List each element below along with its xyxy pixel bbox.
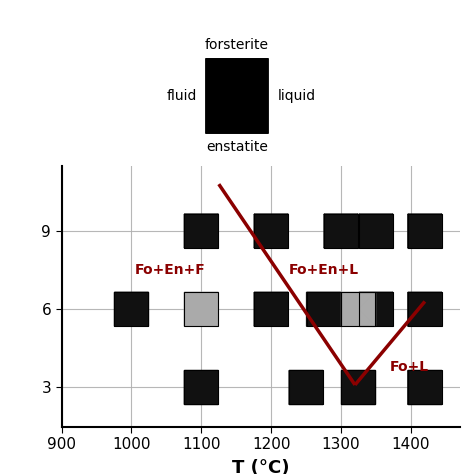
Polygon shape — [184, 388, 219, 404]
Polygon shape — [306, 371, 323, 404]
Text: Fo+En+F: Fo+En+F — [135, 263, 206, 277]
Polygon shape — [408, 292, 442, 309]
Polygon shape — [307, 292, 340, 309]
Text: Fo+L: Fo+L — [390, 360, 429, 374]
Polygon shape — [206, 96, 268, 133]
Polygon shape — [324, 214, 341, 248]
Polygon shape — [341, 388, 375, 404]
Polygon shape — [425, 214, 442, 248]
Polygon shape — [307, 309, 340, 326]
Polygon shape — [115, 292, 148, 309]
Polygon shape — [341, 309, 375, 326]
Polygon shape — [408, 371, 425, 404]
Polygon shape — [289, 388, 323, 404]
Polygon shape — [376, 214, 393, 248]
Polygon shape — [359, 309, 393, 326]
Polygon shape — [254, 231, 288, 248]
Polygon shape — [201, 371, 219, 404]
Polygon shape — [341, 371, 375, 388]
Polygon shape — [289, 371, 323, 388]
Polygon shape — [184, 292, 219, 309]
Polygon shape — [237, 59, 268, 133]
Polygon shape — [201, 214, 219, 248]
Polygon shape — [184, 371, 201, 404]
Polygon shape — [408, 309, 442, 326]
Polygon shape — [271, 292, 288, 326]
Polygon shape — [359, 231, 393, 248]
Text: enstatite: enstatite — [206, 140, 268, 154]
Polygon shape — [184, 214, 201, 248]
Polygon shape — [359, 292, 376, 326]
Polygon shape — [206, 59, 237, 133]
Polygon shape — [425, 292, 442, 326]
X-axis label: T (°C): T (°C) — [232, 459, 290, 474]
Polygon shape — [115, 292, 131, 326]
Polygon shape — [408, 214, 425, 248]
Polygon shape — [324, 292, 340, 326]
Polygon shape — [358, 371, 375, 404]
Polygon shape — [408, 388, 442, 404]
Polygon shape — [408, 231, 442, 248]
Polygon shape — [271, 214, 288, 248]
Polygon shape — [184, 231, 219, 248]
Polygon shape — [201, 292, 219, 326]
Polygon shape — [206, 59, 268, 96]
Polygon shape — [184, 292, 201, 326]
Polygon shape — [324, 231, 358, 248]
Polygon shape — [341, 371, 358, 404]
Polygon shape — [254, 309, 288, 326]
Polygon shape — [131, 292, 148, 326]
Polygon shape — [254, 292, 271, 326]
Polygon shape — [324, 214, 358, 231]
Polygon shape — [359, 292, 393, 309]
Polygon shape — [341, 292, 358, 326]
Polygon shape — [254, 292, 288, 309]
Polygon shape — [184, 309, 219, 326]
Text: liquid: liquid — [277, 89, 315, 103]
Polygon shape — [115, 309, 148, 326]
Polygon shape — [341, 214, 358, 248]
Polygon shape — [254, 214, 288, 231]
Polygon shape — [358, 292, 375, 326]
Polygon shape — [184, 214, 219, 231]
Text: fluid: fluid — [166, 89, 197, 103]
Polygon shape — [425, 371, 442, 404]
Polygon shape — [359, 214, 376, 248]
Text: forsterite: forsterite — [205, 38, 269, 52]
Polygon shape — [254, 214, 271, 248]
Polygon shape — [408, 292, 425, 326]
Polygon shape — [307, 292, 324, 326]
Polygon shape — [184, 371, 219, 388]
Polygon shape — [341, 292, 375, 309]
Polygon shape — [408, 214, 442, 231]
Polygon shape — [376, 292, 393, 326]
Text: Fo+En+L: Fo+En+L — [289, 263, 359, 277]
Polygon shape — [289, 371, 306, 404]
Polygon shape — [408, 371, 442, 388]
Polygon shape — [359, 214, 393, 231]
